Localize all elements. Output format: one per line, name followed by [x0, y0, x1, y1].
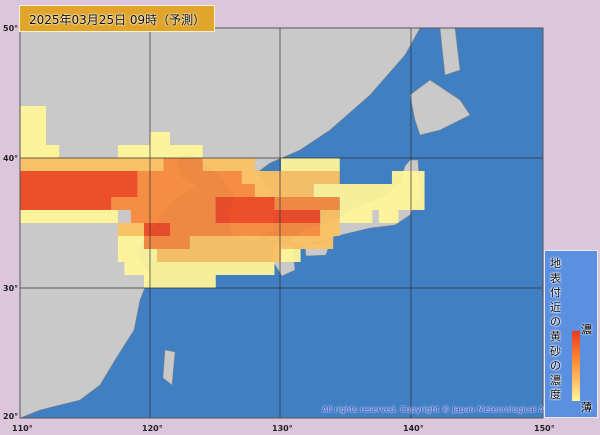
dust-cell — [117, 236, 144, 249]
taiwan — [162, 349, 176, 386]
dust-cell — [339, 197, 425, 210]
dust-cell — [313, 184, 425, 197]
legend-high-label: 濃 — [581, 323, 592, 336]
dust-cell — [281, 158, 340, 171]
forecast-datetime: 2025年03月25日 09時（予測） — [29, 13, 206, 27]
dust-cell — [20, 171, 138, 184]
lat-label-50: 50° — [3, 24, 19, 33]
dust-cell — [117, 249, 158, 262]
dust-cell — [157, 249, 281, 262]
forecast-datetime-box: 2025年03月25日 09時（予測） — [19, 5, 216, 32]
dust-cell — [117, 223, 144, 236]
dust-cell — [320, 223, 340, 236]
dust-cell — [20, 158, 112, 171]
dust-cell — [143, 223, 171, 236]
dust-cell — [378, 210, 399, 223]
dust-cell — [391, 171, 425, 184]
lon-label-120: 120° — [142, 424, 163, 433]
dust-cell — [111, 197, 216, 210]
map-frame — [19, 27, 544, 419]
dust-cell — [254, 184, 314, 197]
dust-cell — [150, 132, 171, 145]
dust-cell — [215, 210, 321, 223]
dust-cell — [163, 158, 203, 171]
dust-cell — [117, 145, 203, 158]
dust-cell — [274, 197, 340, 210]
dust-cell — [20, 132, 47, 145]
lon-label-110: 110° — [12, 424, 33, 433]
lat-label-40: 40° — [3, 154, 19, 163]
dust-cell — [215, 197, 275, 210]
dust-cell — [170, 223, 321, 236]
dust-cell — [143, 275, 216, 288]
dust-cell — [320, 210, 340, 223]
lon-label-130: 130° — [272, 424, 293, 433]
dust-cell — [241, 171, 340, 184]
dust-cell — [137, 184, 255, 197]
dust-cell — [20, 106, 47, 119]
dust-layer — [20, 106, 425, 288]
dust-cell — [143, 236, 190, 249]
dust-cell — [124, 262, 275, 275]
copyright-notice: All rights reserved. Copyright © Japan M… — [322, 405, 569, 414]
legend-low-label: 薄 — [581, 401, 592, 414]
dust-cell — [137, 171, 242, 184]
lat-label-20: 20° — [3, 412, 19, 421]
lon-label-150: 150° — [534, 424, 555, 433]
lat-label-30: 30° — [3, 284, 19, 293]
legend-color-bar — [572, 331, 580, 401]
hokkaido — [409, 79, 471, 136]
dust-cell — [20, 145, 60, 158]
legend: 地表付近の黄砂の濃度 濃 薄 — [544, 250, 598, 418]
dust-cell — [111, 158, 164, 171]
dust-cell — [130, 210, 216, 223]
dust-cell — [189, 236, 334, 249]
dust-cell — [281, 249, 301, 262]
dust-cell — [20, 197, 112, 210]
dust-cell — [202, 158, 255, 171]
lon-label-140: 140° — [403, 424, 424, 433]
dust-cell — [20, 119, 47, 132]
dust-cell — [339, 210, 373, 223]
dust-cell — [20, 184, 138, 197]
dust-cell — [20, 210, 118, 223]
legend-title: 地表付近の黄砂の濃度 — [550, 257, 561, 402]
graticule — [20, 28, 543, 418]
